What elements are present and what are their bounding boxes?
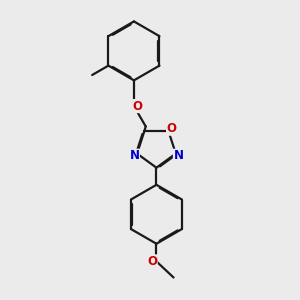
Text: N: N — [173, 149, 184, 162]
Text: O: O — [147, 255, 157, 268]
Text: N: N — [129, 149, 140, 162]
Text: O: O — [167, 122, 177, 135]
Text: O: O — [133, 100, 143, 112]
